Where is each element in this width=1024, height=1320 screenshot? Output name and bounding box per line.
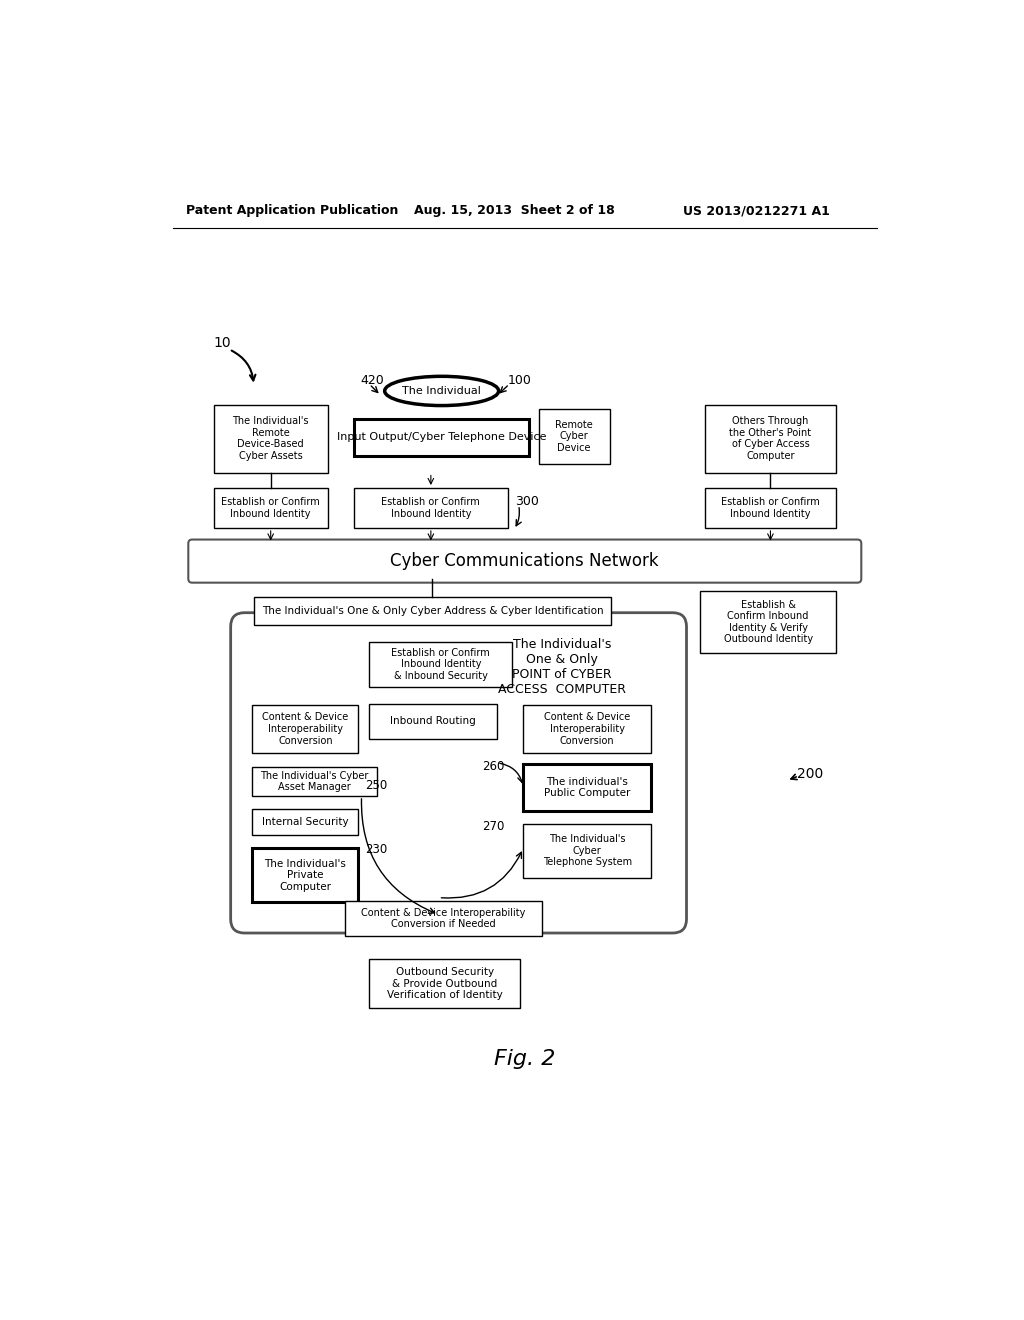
FancyBboxPatch shape — [188, 540, 861, 582]
Text: Patent Application Publication: Patent Application Publication — [186, 205, 398, 218]
FancyBboxPatch shape — [230, 612, 686, 933]
Text: Inbound Routing: Inbound Routing — [390, 717, 476, 726]
Bar — [705, 488, 836, 528]
Text: Establish or Confirm
Inbound Identity: Establish or Confirm Inbound Identity — [221, 498, 321, 519]
Bar — [214, 488, 328, 528]
Text: 270: 270 — [481, 820, 504, 833]
Bar — [539, 409, 609, 465]
Text: 300: 300 — [515, 495, 540, 508]
Text: The Individual's
Remote
Device-Based
Cyber Assets: The Individual's Remote Device-Based Cyb… — [232, 416, 309, 461]
Bar — [700, 591, 836, 653]
Bar — [523, 763, 651, 812]
Bar — [214, 405, 328, 473]
Text: The Individual's
Cyber
Telephone System: The Individual's Cyber Telephone System — [543, 834, 632, 867]
Bar — [354, 418, 529, 455]
Text: 230: 230 — [366, 843, 388, 857]
Text: Remote
Cyber
Device: Remote Cyber Device — [555, 420, 593, 453]
Text: 100: 100 — [508, 374, 531, 387]
Text: Outbound Security
& Provide Outbound
Verification of Identity: Outbound Security & Provide Outbound Ver… — [387, 968, 503, 1001]
Bar — [345, 900, 542, 936]
Text: The Individual's
One & Only
POINT of CYBER
ACCESS  COMPUTER: The Individual's One & Only POINT of CYB… — [498, 638, 626, 696]
Text: Input Output/Cyber Telephone Device: Input Output/Cyber Telephone Device — [337, 432, 547, 442]
Bar — [705, 405, 836, 473]
Text: Establish or Confirm
Inbound Identity: Establish or Confirm Inbound Identity — [721, 498, 820, 519]
Bar — [370, 960, 520, 1008]
Text: US 2013/0212271 A1: US 2013/0212271 A1 — [683, 205, 830, 218]
Text: The Individual's Cyber
Asset Manager: The Individual's Cyber Asset Manager — [260, 771, 369, 792]
Bar — [354, 488, 508, 528]
Text: The Individual's One & Only Cyber Address & Cyber Identification: The Individual's One & Only Cyber Addres… — [261, 606, 603, 616]
Bar — [252, 809, 358, 836]
Text: Establish or Confirm
Inbound Identity
& Inbound Security: Establish or Confirm Inbound Identity & … — [391, 648, 490, 681]
Text: 260: 260 — [481, 760, 504, 774]
Text: 250: 250 — [366, 779, 388, 792]
Text: Internal Security: Internal Security — [262, 817, 348, 828]
Text: The Individual's
Private
Computer: The Individual's Private Computer — [264, 859, 346, 892]
Bar — [252, 849, 358, 903]
Text: Cyber Communications Network: Cyber Communications Network — [390, 552, 659, 570]
Text: Content & Device
Interoperability
Conversion: Content & Device Interoperability Conver… — [544, 713, 631, 746]
Text: 10: 10 — [214, 337, 231, 350]
Text: Fig. 2: Fig. 2 — [495, 1049, 555, 1069]
Text: Content & Device
Interoperability
Conversion: Content & Device Interoperability Conver… — [262, 713, 348, 746]
Text: Establish &
Confirm Inbound
Identity & Verify
Outbound Identity: Establish & Confirm Inbound Identity & V… — [724, 599, 813, 644]
Bar — [252, 705, 358, 752]
Text: Others Through
the Other's Point
of Cyber Access
Computer: Others Through the Other's Point of Cybe… — [729, 416, 811, 461]
Text: 200: 200 — [798, 767, 823, 781]
Bar — [254, 597, 611, 626]
Bar — [523, 824, 651, 878]
Text: 420: 420 — [360, 374, 384, 387]
Bar — [523, 705, 651, 752]
Text: Aug. 15, 2013  Sheet 2 of 18: Aug. 15, 2013 Sheet 2 of 18 — [414, 205, 614, 218]
Text: The individual's
Public Computer: The individual's Public Computer — [544, 776, 631, 799]
Bar — [370, 704, 497, 739]
Text: Content & Device Interoperability
Conversion if Needed: Content & Device Interoperability Conver… — [361, 908, 525, 929]
Text: The Individual: The Individual — [402, 385, 481, 396]
Bar — [370, 642, 512, 686]
Ellipse shape — [385, 376, 499, 405]
Bar — [252, 767, 377, 796]
Text: Establish or Confirm
Inbound Identity: Establish or Confirm Inbound Identity — [382, 498, 480, 519]
